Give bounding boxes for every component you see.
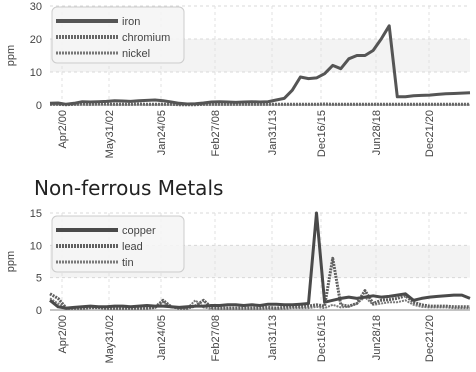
x-tick-label: Apr2/00: [57, 110, 69, 149]
y-axis-label: ppm: [5, 251, 17, 272]
legend-label-tin: tin: [122, 257, 134, 269]
section-title-non-ferrous: Non-ferrous Metals: [34, 176, 224, 200]
y-tick-label: 15: [30, 208, 42, 220]
legend-label-nickel: nickel: [122, 48, 150, 60]
x-tick-label: Jan24/05: [156, 315, 168, 360]
x-tick-label: Jun28/18: [371, 110, 383, 155]
x-tick-label: Dec21/20: [424, 110, 436, 157]
chart-1: 0 10 20 30 Apr2/00 May31/02 Jan24/05 Feb27/08 Ja…: [5, 1, 471, 158]
x-tick-label: May31/02: [104, 110, 116, 158]
x-tick-label: Apr2/00: [57, 315, 69, 354]
x-tick-label: Feb27/08: [210, 315, 222, 361]
series-line-chromium: [50, 102, 470, 107]
legend-label-chromium: chromium: [122, 32, 170, 44]
legend: iron chromium nickel: [51, 6, 185, 64]
series-line-copper: [49, 211, 471, 310]
x-tick-label: Dec16/15: [316, 315, 328, 362]
y-tick-label: 10: [30, 67, 42, 79]
y-tick-label: 20: [30, 34, 42, 46]
legend: copper lead tin: [51, 215, 185, 273]
x-tick-label: Feb27/08: [210, 110, 222, 156]
series-line-lead: [49, 256, 470, 310]
y-tick-label: 0: [36, 100, 42, 112]
x-tick-label: Dec16/15: [316, 110, 328, 157]
y-tick-label: 0: [36, 305, 42, 317]
x-tick-label: Dec21/20: [424, 315, 436, 362]
legend-label-lead: lead: [122, 241, 143, 253]
x-tick-label: Jan31/13: [267, 315, 279, 360]
y-tick-label: 30: [30, 1, 42, 13]
x-tick-label: May31/02: [104, 315, 116, 363]
legend-label-copper: copper: [122, 225, 156, 237]
y-tick-label: 10: [30, 240, 42, 252]
y-tick-label: 5: [36, 273, 42, 285]
x-tick-label: Jun28/18: [371, 315, 383, 360]
chart-2: 0 5 10 15 Apr2/00 May31/02 Jan24/05 Feb27/08 Jan…: [5, 208, 471, 363]
x-tick-label: Jan31/13: [267, 110, 279, 155]
y-axis-label: ppm: [5, 45, 17, 66]
x-tick-label: Jan24/05: [156, 110, 168, 155]
legend-label-iron: iron: [122, 16, 140, 28]
series-line-iron: [49, 24, 471, 106]
